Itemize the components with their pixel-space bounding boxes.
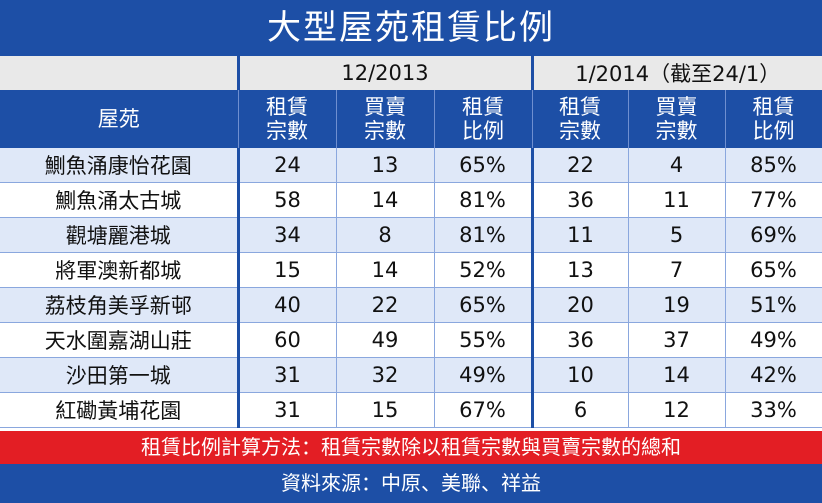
p2-rent-ratio-cell: 77% [725,182,822,218]
p1-sale-count-cell: 22 [336,287,435,323]
p1-sale-count-header: 買賣 宗數 [336,90,435,148]
p1-rent-count-header: 租賃 宗數 [238,90,337,148]
period-header-row: 12/2013 1/2014（截至24/1） [0,56,822,90]
p2-rent-count-cell: 6 [530,392,629,428]
table-row: 沙田第一城 31 32 49% 10 14 42% [0,357,822,393]
estate-name-cell: 將軍澳新都城 [0,252,239,288]
table-row: 鰂魚涌康怡花園 24 13 65% 22 4 85% [0,148,822,183]
p1-rent-ratio-header: 租賃 比例 [434,90,533,148]
estate-name-cell: 鰂魚涌康怡花園 [0,148,239,183]
period-1-header: 12/2013 [236,56,533,90]
p1-rent-ratio-cell: 52% [434,252,533,288]
rental-ratio-table: 12/2013 1/2014（截至24/1） 屋苑 租賃 宗數 買賣 宗數 租賃 比例… [0,56,822,428]
period-2-header: 1/2014（截至24/1） [530,56,822,90]
p1-rent-count-cell: 31 [236,357,337,393]
p1-sale-count-cell: 32 [336,357,435,393]
p2-sale-count-cell: 19 [628,287,726,323]
period-blank-cell [0,56,238,90]
estate-name-cell: 天水圍嘉湖山莊 [0,322,239,358]
estate-name-cell: 荔枝角美孚新邨 [0,287,239,323]
p2-rent-count-cell: 20 [530,287,629,323]
estate-name-cell: 紅磡黃埔花園 [0,392,239,428]
p2-rent-ratio-cell: 33% [725,392,822,428]
estate-name-cell: 沙田第一城 [0,357,239,393]
p1-rent-ratio-cell: 67% [434,392,533,428]
p1-sale-count-cell: 49 [336,322,435,358]
p2-rent-count-cell: 22 [530,148,629,183]
estate-name-cell: 鰂魚涌太古城 [0,182,239,218]
p2-sale-count-cell: 12 [628,392,726,428]
table-title: 大型屋苑租賃比例 [0,0,822,56]
p2-rent-ratio-cell: 49% [725,322,822,358]
p2-sale-count-cell: 37 [628,322,726,358]
p1-sale-count-cell: 14 [336,252,435,288]
p2-sale-count-cell: 7 [628,252,726,288]
p2-rent-ratio-cell: 65% [725,252,822,288]
table-row: 鰂魚涌太古城 58 14 81% 36 11 77% [0,182,822,218]
p1-rent-ratio-cell: 81% [434,182,533,218]
estate-column-header: 屋苑 [0,90,239,148]
p2-sale-count-cell: 5 [628,217,726,253]
p1-sale-count-cell: 14 [336,182,435,218]
p2-sale-count-cell: 11 [628,182,726,218]
p2-sale-count-cell: 14 [628,357,726,393]
p2-rent-ratio-cell: 51% [725,287,822,323]
p1-rent-count-cell: 15 [236,252,337,288]
table-row: 紅磡黃埔花園 31 15 67% 6 12 33% [0,392,822,428]
p1-rent-count-cell: 58 [236,182,337,218]
p2-rent-count-cell: 36 [530,322,629,358]
table-row: 天水圍嘉湖山莊 60 49 55% 36 37 49% [0,322,822,358]
p1-rent-ratio-cell: 65% [434,148,533,183]
p2-rent-ratio-cell: 85% [725,148,822,183]
p1-rent-count-cell: 34 [236,217,337,253]
p2-rent-ratio-cell: 69% [725,217,822,253]
table-row: 觀塘麗港城 34 8 81% 11 5 69% [0,217,822,253]
column-header-row: 屋苑 租賃 宗數 買賣 宗數 租賃 比例 租賃 宗數 買賣 宗數 租賃 比例 [0,90,822,148]
p1-sale-count-cell: 15 [336,392,435,428]
p1-rent-ratio-cell: 65% [434,287,533,323]
p1-rent-ratio-cell: 49% [434,357,533,393]
table-row: 荔枝角美孚新邨 40 22 65% 20 19 51% [0,287,822,323]
p1-rent-ratio-cell: 55% [434,322,533,358]
p2-rent-count-cell: 13 [530,252,629,288]
table-row: 將軍澳新都城 15 14 52% 13 7 65% [0,252,822,288]
p2-rent-count-cell: 11 [530,217,629,253]
p1-rent-ratio-cell: 81% [434,217,533,253]
p2-rent-count-header: 租賃 宗數 [532,90,629,148]
p1-rent-count-cell: 31 [236,392,337,428]
p2-sale-count-header: 買賣 宗數 [628,90,726,148]
data-source: 資料來源：中原、美聯、祥益 [0,464,822,503]
estate-name-cell: 觀塘麗港城 [0,217,239,253]
p1-rent-count-cell: 24 [236,148,337,183]
p1-sale-count-cell: 8 [336,217,435,253]
p2-rent-ratio-header: 租賃 比例 [725,90,822,148]
calculation-note: 租賃比例計算方法：租賃宗數除以租賃宗數與買賣宗數的總和 [0,431,822,464]
p2-rent-ratio-cell: 42% [725,357,822,393]
p1-sale-count-cell: 13 [336,148,435,183]
p1-rent-count-cell: 60 [236,322,337,358]
p1-rent-count-cell: 40 [236,287,337,323]
p2-rent-count-cell: 36 [530,182,629,218]
p2-sale-count-cell: 4 [628,148,726,183]
p2-rent-count-cell: 10 [530,357,629,393]
